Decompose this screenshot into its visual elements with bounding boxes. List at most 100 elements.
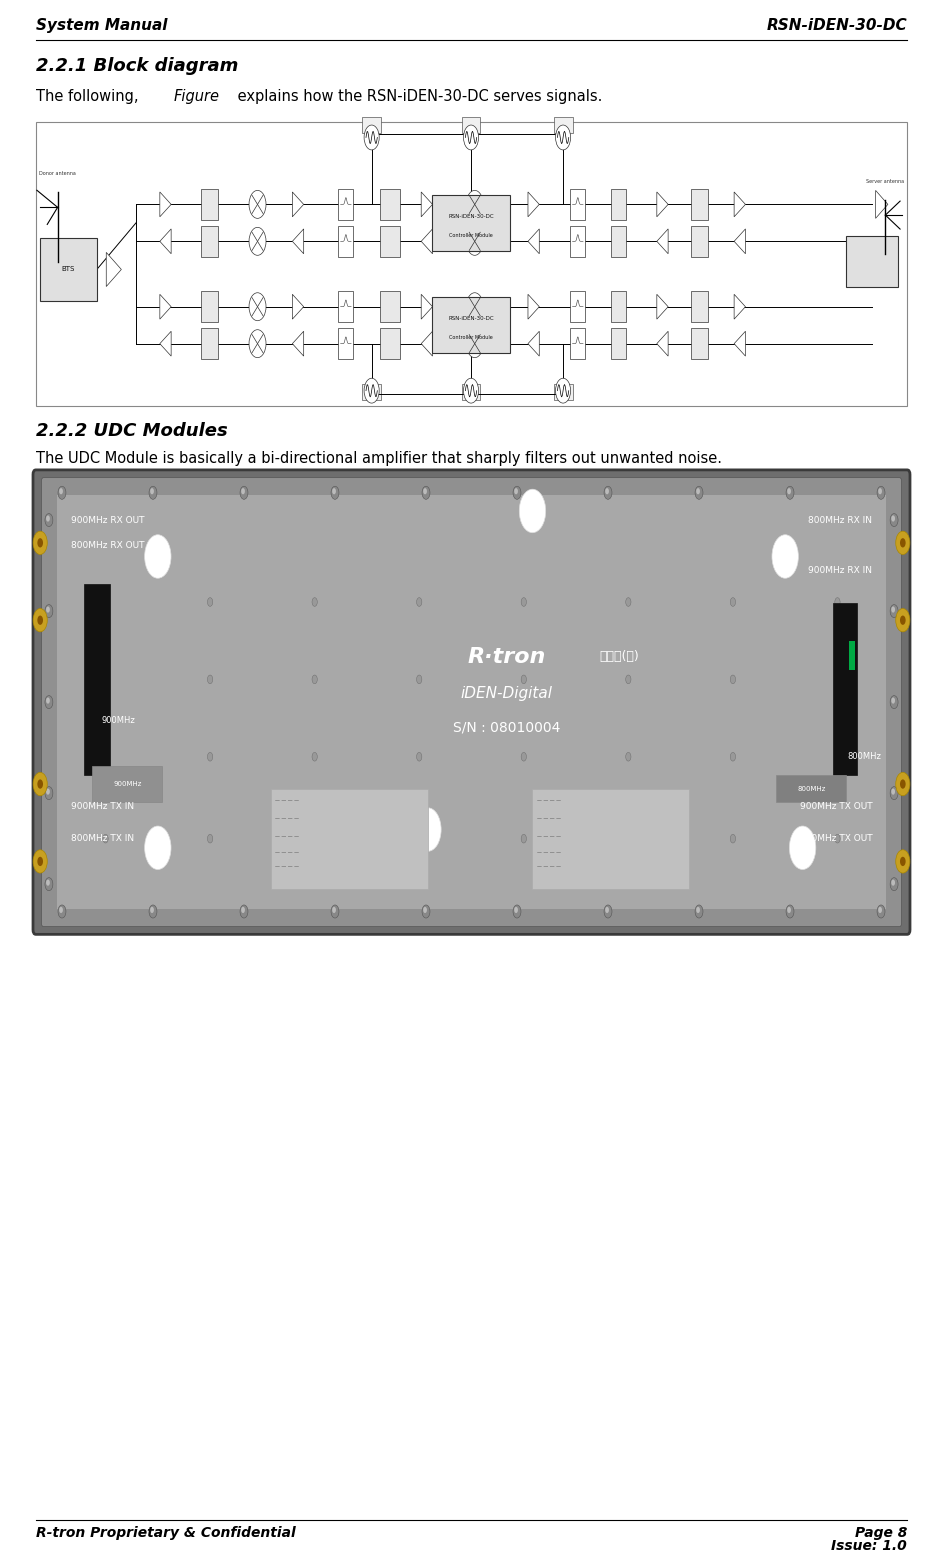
Bar (339, 328, 354, 359)
Polygon shape (159, 191, 171, 216)
Circle shape (46, 697, 50, 703)
Polygon shape (422, 191, 433, 216)
Text: Controller Module: Controller Module (449, 233, 493, 238)
Circle shape (891, 697, 895, 703)
Text: — — — —: — — — — (537, 834, 561, 839)
Circle shape (144, 826, 171, 870)
Circle shape (249, 293, 266, 321)
Circle shape (38, 780, 43, 789)
Circle shape (144, 535, 171, 579)
Circle shape (417, 834, 422, 843)
Bar (691, 188, 708, 219)
Text: Controller Module: Controller Module (449, 335, 493, 341)
Circle shape (45, 878, 53, 890)
Circle shape (38, 857, 43, 867)
Circle shape (835, 675, 840, 683)
Circle shape (520, 489, 546, 532)
Text: 800MHz RX OUT: 800MHz RX OUT (71, 540, 144, 549)
Circle shape (59, 489, 63, 495)
Text: 2.2.1 Block diagram: 2.2.1 Block diagram (36, 56, 239, 75)
Text: R-tron Proprietary & Confidential: R-tron Proprietary & Confidential (36, 1526, 295, 1540)
Circle shape (786, 906, 794, 918)
Circle shape (877, 906, 885, 918)
Circle shape (891, 879, 895, 885)
Circle shape (891, 789, 895, 795)
Text: 알트론(주): 알트론(주) (600, 650, 639, 663)
Circle shape (626, 834, 631, 843)
Circle shape (103, 598, 108, 607)
Circle shape (878, 489, 882, 495)
Polygon shape (528, 331, 539, 356)
Circle shape (521, 834, 526, 843)
Circle shape (896, 772, 910, 795)
Circle shape (58, 485, 66, 499)
Polygon shape (159, 229, 171, 254)
Circle shape (312, 753, 317, 761)
Text: BTS: BTS (62, 266, 75, 272)
Bar (201, 291, 218, 322)
Circle shape (46, 515, 50, 521)
Text: The UDC Module is basically a bi-directional amplifier that sharply filters out : The UDC Module is basically a bi-directi… (36, 451, 721, 467)
FancyBboxPatch shape (41, 478, 902, 926)
Circle shape (46, 879, 50, 885)
Circle shape (312, 834, 317, 843)
Circle shape (464, 378, 479, 403)
Text: — — — —: — — — — (537, 850, 561, 856)
Circle shape (45, 696, 53, 708)
Circle shape (45, 513, 53, 526)
Circle shape (513, 906, 521, 918)
Bar (462, 384, 481, 400)
Circle shape (149, 485, 157, 499)
Circle shape (626, 753, 631, 761)
Text: 800MHz TX IN: 800MHz TX IN (71, 834, 134, 843)
Bar (380, 188, 401, 219)
Circle shape (46, 607, 50, 613)
Text: RSN-iDEN-30-DC: RSN-iDEN-30-DC (767, 19, 907, 33)
Text: Issue: 1.0: Issue: 1.0 (832, 1539, 907, 1553)
Text: Server antenna: Server antenna (867, 179, 904, 184)
Circle shape (695, 906, 703, 918)
Circle shape (772, 535, 799, 579)
Circle shape (364, 378, 379, 403)
Circle shape (514, 907, 518, 913)
Circle shape (730, 834, 736, 843)
Bar (533, 789, 689, 888)
Bar (611, 226, 626, 257)
Polygon shape (734, 229, 745, 254)
Text: iDEN-Digital: iDEN-Digital (460, 686, 553, 700)
Polygon shape (292, 229, 304, 254)
Bar (462, 117, 481, 132)
Text: — — — —: — — — — (537, 815, 561, 822)
Polygon shape (159, 294, 171, 319)
Circle shape (521, 753, 526, 761)
Text: 900MHz TX OUT: 900MHz TX OUT (800, 803, 872, 811)
Text: — — — —: — — — — (537, 864, 561, 868)
Circle shape (240, 906, 248, 918)
Bar (433, 297, 510, 353)
Bar (776, 775, 846, 803)
Polygon shape (734, 191, 745, 216)
Circle shape (555, 378, 571, 403)
Circle shape (423, 489, 427, 495)
Polygon shape (422, 331, 433, 356)
Polygon shape (292, 191, 304, 216)
Circle shape (786, 485, 794, 499)
Text: — — — —: — — — — (275, 850, 300, 856)
Bar (84, 584, 110, 775)
Circle shape (364, 124, 379, 149)
Circle shape (891, 515, 895, 521)
Circle shape (890, 878, 898, 890)
Text: RSN-iDEN-30-DC: RSN-iDEN-30-DC (448, 316, 494, 322)
Polygon shape (422, 294, 433, 319)
Bar (380, 328, 401, 359)
Circle shape (45, 605, 53, 618)
Circle shape (878, 907, 882, 913)
Circle shape (422, 485, 430, 499)
Circle shape (33, 531, 47, 554)
Circle shape (789, 826, 816, 870)
Circle shape (33, 850, 47, 873)
Circle shape (150, 489, 154, 495)
Text: The following,: The following, (36, 89, 143, 104)
Bar (362, 384, 381, 400)
Circle shape (466, 190, 483, 218)
